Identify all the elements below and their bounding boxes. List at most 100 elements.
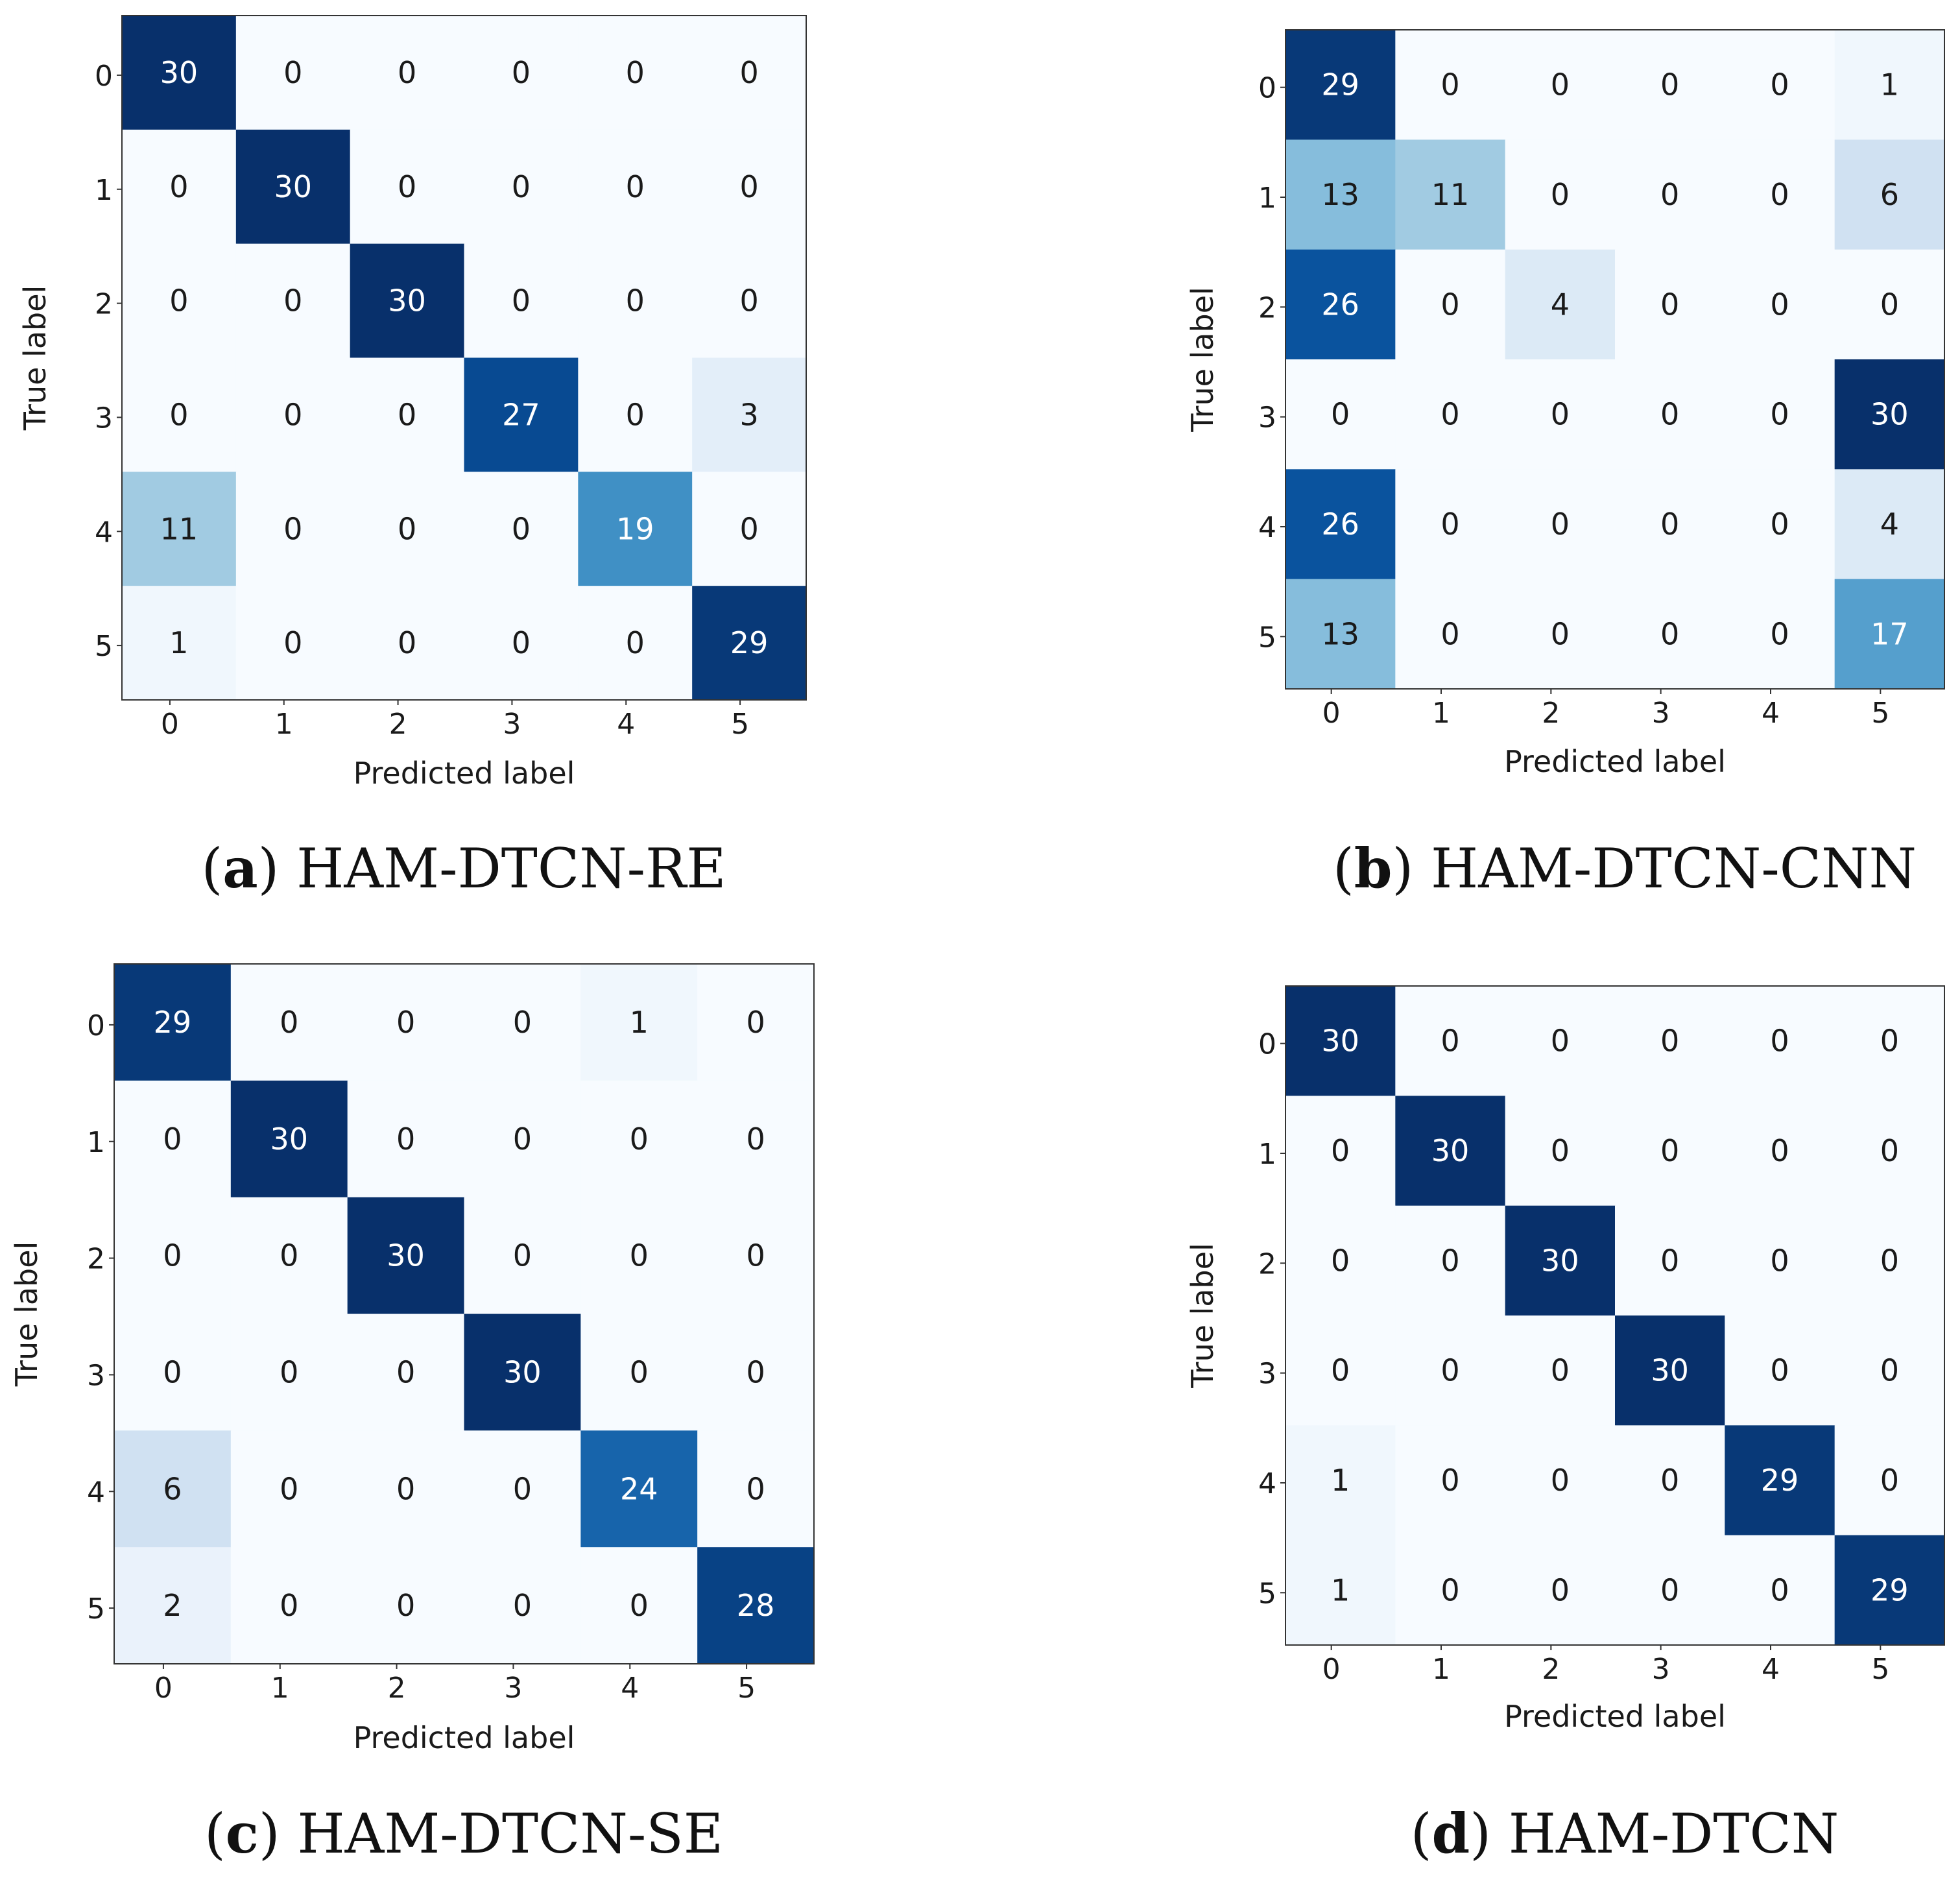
cell-value-label: 0 — [1440, 1572, 1459, 1607]
heatmap-cell — [578, 16, 693, 130]
cell-value-label: 0 — [169, 283, 188, 318]
heatmap-cell — [347, 1430, 464, 1548]
y-tick-label: 3 — [95, 402, 113, 435]
panel-caption: (c) HAM-DTCN-SE — [204, 1801, 723, 1866]
heatmap-cell — [1285, 359, 1396, 470]
heatmap-cell — [1395, 30, 1506, 140]
heatmap-cell — [1834, 249, 1945, 360]
heatmap-cell — [347, 1080, 464, 1198]
cell-value-label: 0 — [746, 1471, 765, 1506]
x-tick-label: 1 — [1432, 1653, 1450, 1686]
cell-value-label: 0 — [1770, 1133, 1789, 1168]
heatmap-cell — [464, 243, 579, 358]
confusion-matrix-panel-c: 29 0 0 0 1 00 30 0 0 0 00 0 30 0 0 00 0 0 30 0 06 0 0 0 24 02 0 0 0 0… — [9, 963, 815, 1866]
cell-value-label: 0 — [1770, 397, 1789, 432]
heatmap-cell — [114, 1080, 232, 1198]
cell-value-label: 0 — [398, 397, 416, 432]
heatmap-cell — [1505, 469, 1616, 580]
cell-value-label: 0 — [746, 1238, 765, 1273]
heatmap-cell — [1725, 986, 1835, 1096]
caption-title: HAM-DTCN — [1509, 1802, 1839, 1866]
cell-value-label: 0 — [1880, 1463, 1899, 1498]
cell-value-label: 0 — [1551, 1463, 1570, 1498]
cell-value-label: 17 — [1870, 616, 1909, 651]
x-tick-label: 2 — [389, 708, 407, 741]
cell-value-label: 19 — [616, 511, 654, 546]
cell-value-label: 0 — [1331, 1243, 1350, 1278]
cell-value-label: 29 — [154, 1005, 192, 1040]
heatmap-cell — [1395, 579, 1506, 690]
cell-value-label: 30 — [274, 169, 312, 204]
heatmap-cell — [1615, 30, 1725, 140]
heatmap-cell — [114, 1430, 232, 1548]
cell-value-label: 0 — [512, 55, 531, 90]
y-tick-label: 0 — [87, 1009, 105, 1042]
heatmap-cell — [1834, 986, 1945, 1096]
heatmap-cell — [1834, 1535, 1945, 1646]
heatmap-cell — [230, 1080, 348, 1198]
heatmap-cell — [1834, 1425, 1945, 1536]
caption-title: HAM-DTCN-CNN — [1431, 837, 1917, 900]
heatmap-cell — [1505, 1205, 1616, 1316]
caption-letter: a — [222, 836, 257, 900]
y-axis-label: True label — [18, 285, 53, 431]
y-tick-label: 1 — [1258, 182, 1276, 215]
heatmap-cell — [692, 16, 807, 130]
heatmap-cell — [122, 16, 237, 130]
cell-value-label: 4 — [1551, 287, 1570, 322]
cell-value-label: 0 — [283, 55, 302, 90]
heatmap-cell — [350, 357, 464, 472]
cell-value-label: 0 — [396, 1005, 415, 1040]
x-tick-label: 5 — [1871, 1653, 1889, 1686]
x-tick-label: 1 — [271, 1672, 289, 1705]
cell-value-label: 0 — [1660, 1133, 1679, 1168]
cell-value-label: 30 — [387, 1238, 425, 1273]
heatmap-cell — [578, 586, 693, 701]
cell-value-label: 30 — [1870, 397, 1909, 432]
heatmap-cell — [1725, 1205, 1835, 1316]
heatmap-cell — [1725, 139, 1835, 250]
heatmap-cell — [230, 1430, 348, 1548]
cell-value-label: 0 — [630, 1354, 649, 1389]
cell-value-label: 30 — [388, 283, 426, 318]
cell-value-label: 30 — [270, 1122, 308, 1157]
cell-value-label: 29 — [730, 625, 769, 660]
y-tick-label: 4 — [95, 516, 113, 549]
x-axis-label: Predicted label — [353, 1720, 575, 1755]
heatmap-cell — [1285, 30, 1396, 140]
cell-value-label: 0 — [280, 1238, 298, 1273]
y-tick-label: 4 — [87, 1476, 105, 1509]
heatmap-cell — [580, 1314, 698, 1431]
cell-value-label: 0 — [1770, 1572, 1789, 1607]
x-tick-label: 3 — [504, 1672, 522, 1705]
heatmap-cell — [692, 243, 807, 358]
cell-value-label: 0 — [283, 511, 302, 546]
heatmap-cell — [1285, 1205, 1396, 1316]
heatmap-cell — [114, 1547, 232, 1664]
heatmap-cell — [697, 964, 815, 1081]
cell-value-label: 0 — [396, 1122, 415, 1157]
heatmap-cell — [1395, 986, 1506, 1096]
cell-value-label: 0 — [513, 1588, 532, 1623]
x-tick-label: 4 — [621, 1672, 639, 1705]
cell-value-label: 0 — [396, 1354, 415, 1389]
heatmap-cell — [697, 1547, 815, 1664]
heatmap-cell — [235, 472, 351, 586]
cell-value-label: 0 — [512, 283, 531, 318]
heatmap-cell — [350, 243, 464, 358]
heatmap-cell — [1615, 249, 1725, 360]
heatmap-cell — [1834, 359, 1945, 470]
heatmap-cell — [347, 1314, 464, 1431]
heatmap-cell — [230, 1197, 348, 1314]
cell-value-label: 0 — [513, 1122, 532, 1157]
cell-value-label: 0 — [1551, 616, 1570, 651]
heatmap-cell — [1505, 359, 1616, 470]
heatmap-cell — [350, 472, 464, 586]
heatmap-cell — [692, 586, 807, 701]
cell-value-label: 1 — [1331, 1572, 1350, 1607]
heatmap-cell — [1615, 1205, 1725, 1316]
heatmap-cell — [464, 129, 579, 245]
cell-value-label: 0 — [398, 55, 416, 90]
heatmap-cell — [580, 1080, 698, 1198]
